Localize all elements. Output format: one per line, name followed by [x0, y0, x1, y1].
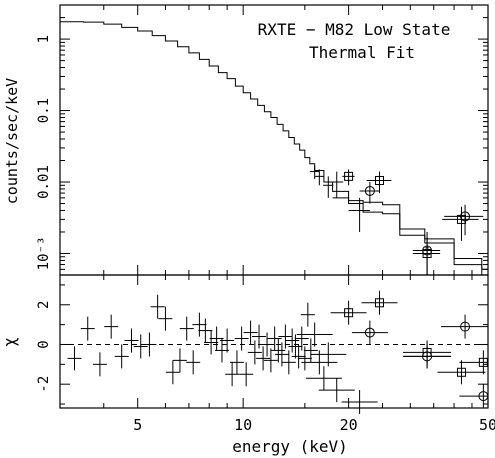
x-tick-label: 5	[133, 416, 142, 434]
residual-circle-point	[478, 391, 489, 402]
spectrum-y-axis-label: counts/sec/keV	[3, 78, 21, 204]
spectrum-y-tick-label: 0.1	[36, 98, 52, 123]
spectrum-square-point	[374, 176, 384, 186]
spectrum-marks	[60, 21, 488, 276]
spectrum-panel: RXTE − M82 Low State Thermal Fit counts/…	[3, 4, 489, 276]
residuals-axes: 5 10 20 50 -2 0 2	[36, 275, 495, 434]
chart-title: RXTE − M82 Low State	[258, 20, 451, 39]
x-tick-label: 50	[479, 416, 495, 434]
spectrum-y-tick-label: 10⁻³	[36, 237, 52, 271]
residuals-y-axis-label: χ	[0, 337, 19, 347]
model-step-line	[60, 21, 488, 270]
x-tick-label: 10	[234, 416, 252, 434]
residual-circle-point	[460, 321, 471, 332]
residual-circle-point	[422, 351, 433, 362]
model-step-line	[332, 197, 488, 276]
residuals-marks	[67, 290, 489, 415]
residual-square-point	[456, 367, 466, 377]
spectrum-frame	[59, 4, 489, 276]
spectrum-y-tick-label: 1	[36, 35, 52, 43]
x-axis-label: energy (keV)	[232, 437, 348, 456]
residuals-frame	[59, 274, 489, 409]
residuals-panel: χ energy (keV) 5 10 20 50 -2 0 2	[0, 274, 495, 456]
residuals-y-tick-label: 0	[36, 340, 52, 348]
spectrum-circle-point	[460, 211, 471, 222]
residual-square-point	[478, 357, 488, 367]
x-tick-label: 20	[340, 416, 358, 434]
residuals-y-tick-label: -2	[36, 376, 52, 393]
spectrum-y-tick-label: 0.01	[36, 165, 52, 199]
residual-square-point	[344, 308, 354, 318]
spectrum-square-point	[344, 171, 354, 181]
spectrum-circle-point	[364, 185, 375, 196]
spectrum-axes: 1 0.1 0.01 10⁻³	[36, 4, 489, 276]
residuals-y-tick-label: 2	[36, 301, 52, 309]
spectrum-circle-point	[422, 245, 433, 256]
residual-square-point	[374, 298, 384, 308]
chart-subtitle: Thermal Fit	[309, 43, 415, 62]
residual-circle-point	[364, 327, 375, 338]
